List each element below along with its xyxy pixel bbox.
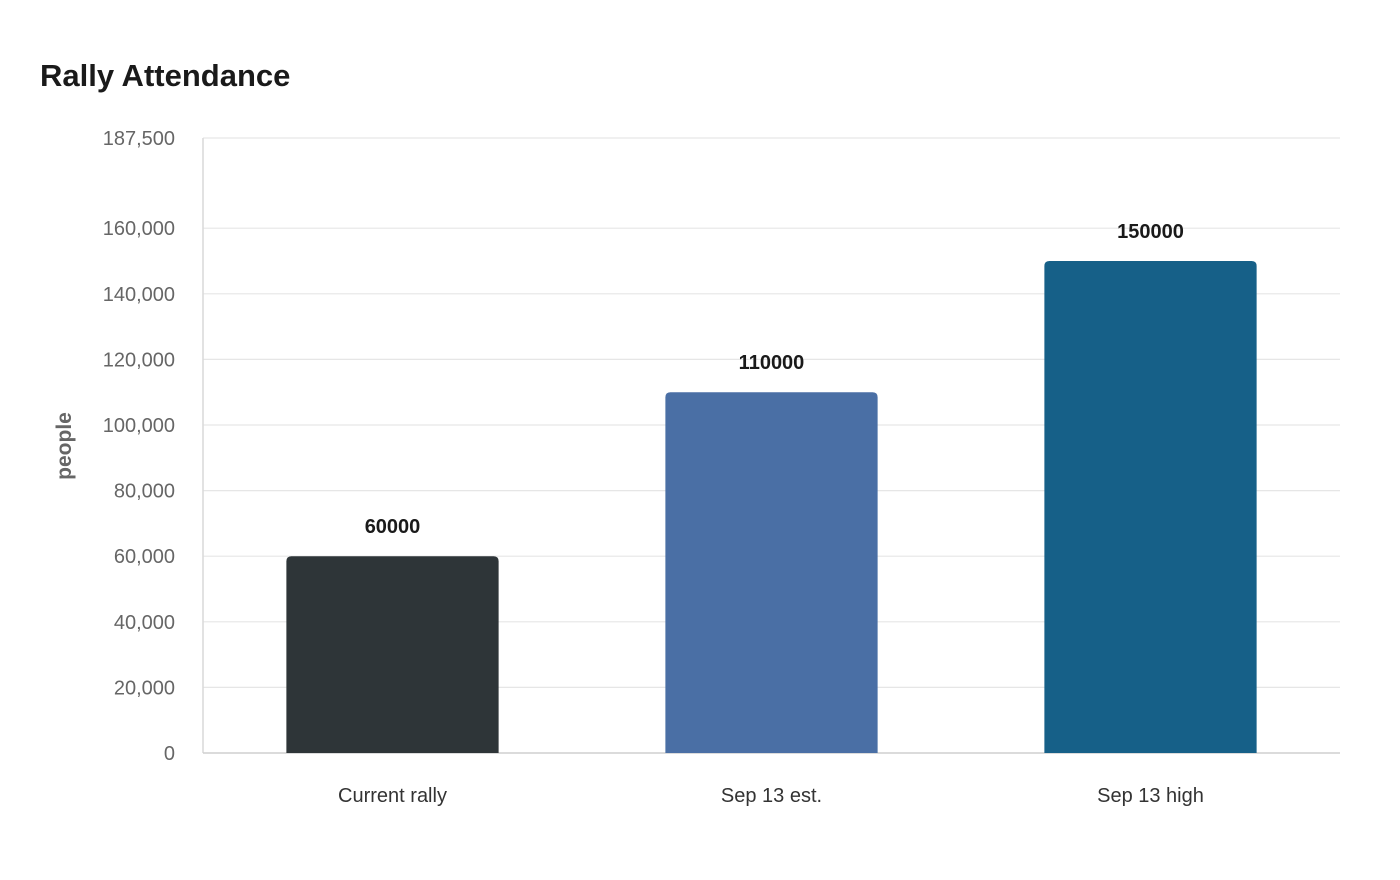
data-label: 60000: [365, 516, 421, 538]
bars: [286, 261, 1257, 753]
y-tick-label: 140,000: [103, 284, 175, 306]
y-tick-label: 20,000: [114, 677, 175, 699]
x-tick-labels: Current rally Sep 13 est. Sep 13 high: [338, 785, 1204, 807]
data-labels: 60000 110000 150000: [365, 221, 1184, 538]
bar: [665, 392, 878, 753]
x-tick-label: Sep 13 high: [1097, 785, 1204, 807]
y-tick-label: 60,000: [114, 546, 175, 568]
y-axis-title: people: [53, 412, 76, 480]
data-label: 150000: [1117, 221, 1184, 243]
chart-title: Rally Attendance: [40, 58, 291, 93]
y-tick-labels: 0 20,000 40,000 60,000 80,000 100,000 120,000 1…: [103, 128, 175, 765]
y-tick-label: 0: [164, 743, 175, 765]
x-tick-label: Sep 13 est.: [721, 785, 822, 807]
bar: [286, 556, 499, 753]
y-tick-label: 80,000: [114, 481, 175, 503]
x-tick-label: Current rally: [338, 785, 447, 807]
data-label: 110000: [739, 352, 805, 374]
y-tick-label: 40,000: [114, 612, 175, 634]
y-tick-label: 100,000: [103, 415, 175, 437]
y-tick-label: 187,500: [103, 128, 175, 150]
y-tick-label: 160,000: [103, 218, 175, 240]
y-tick-label: 120,000: [103, 349, 175, 371]
bar: [1044, 261, 1257, 753]
